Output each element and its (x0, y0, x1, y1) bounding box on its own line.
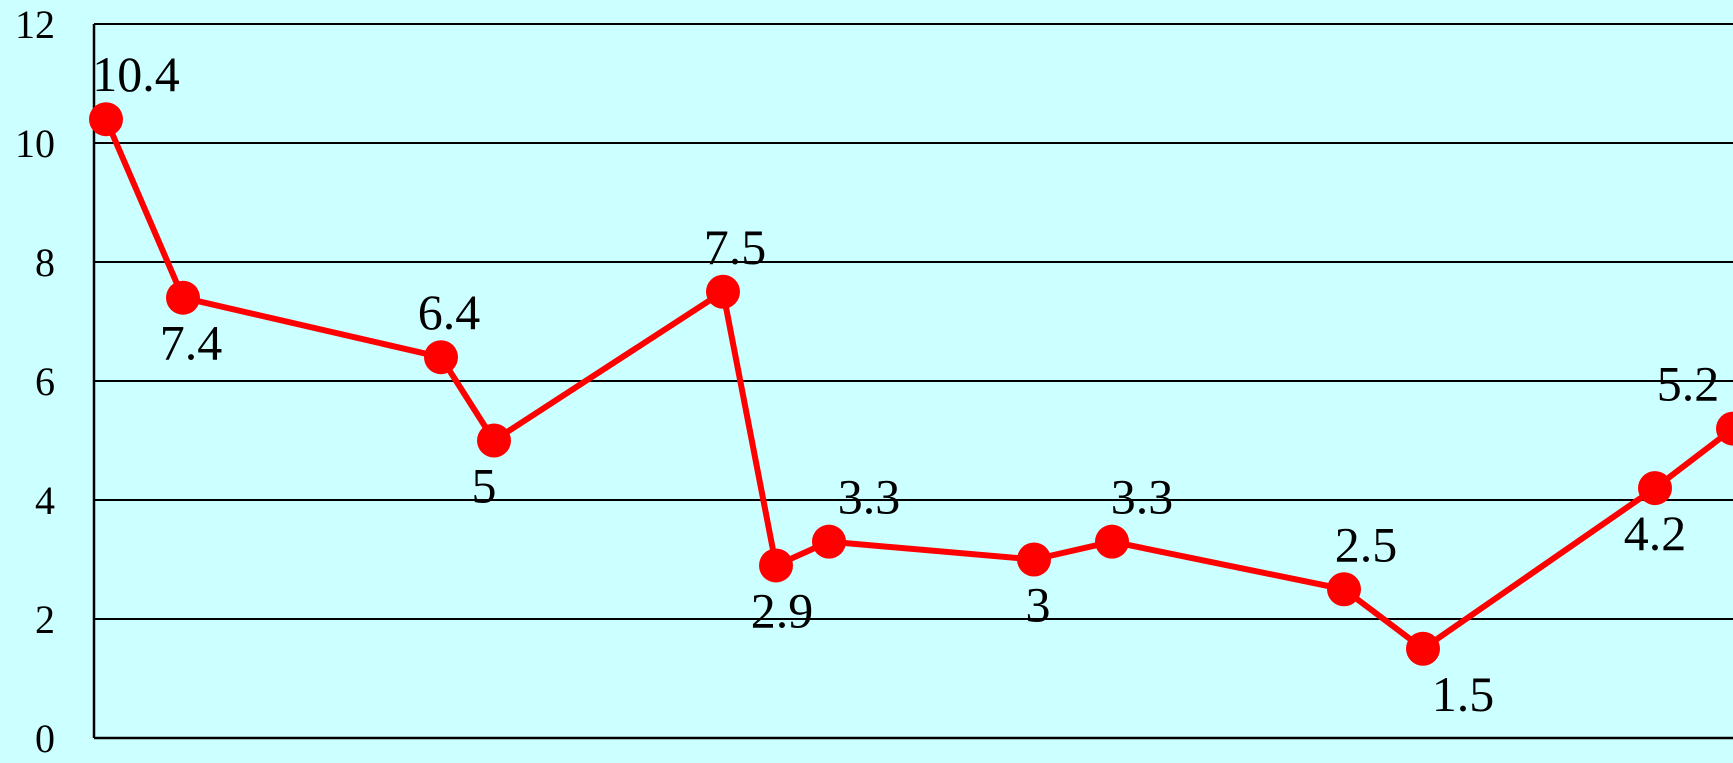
y-tick-label: 4 (35, 478, 55, 523)
data-point (166, 280, 200, 315)
series-layer (103, 118, 1733, 652)
y-tick-label: 0 (35, 716, 55, 761)
data-point (424, 340, 458, 375)
data-point (812, 524, 846, 559)
data-label: 5.2 (1657, 356, 1720, 412)
data-point (759, 548, 793, 583)
data-point (706, 274, 740, 309)
y-tick-label: 2 (35, 597, 55, 642)
grid-layer (92, 23, 1733, 740)
data-label: 3.3 (1111, 469, 1174, 525)
data-point (1638, 471, 1672, 506)
data-label-layer: 10.4 7.4 6.4 5 7.5 2.9 3.3 3 3.3 2.5 1.5 4.2 5.2 (92, 46, 1719, 722)
data-point (1095, 524, 1129, 559)
data-label: 3.3 (838, 469, 901, 525)
data-label: 3 (1026, 577, 1051, 633)
data-point (1406, 631, 1440, 666)
data-label: 5 (472, 458, 497, 514)
series-line (103, 118, 1733, 652)
data-point (89, 102, 123, 137)
data-label: 10.4 (92, 46, 180, 102)
data-point (1017, 542, 1051, 577)
y-tick-label: 10 (15, 121, 55, 166)
marker-layer (89, 102, 1733, 666)
data-label: 2.5 (1335, 516, 1398, 572)
data-label: 7.5 (704, 219, 767, 275)
data-point (1327, 572, 1361, 607)
y-tick-label: 6 (35, 359, 55, 404)
y-tick-label: 8 (35, 240, 55, 285)
data-label: 4.2 (1624, 505, 1687, 561)
y-tick-label: 12 (15, 2, 55, 47)
data-label: 1.5 (1432, 666, 1495, 722)
y-axis-ticks: 0 2 4 6 8 10 12 (15, 2, 55, 761)
data-point (1716, 411, 1733, 446)
data-label: 6.4 (418, 284, 481, 340)
data-point (477, 423, 511, 458)
data-label: 7.4 (160, 315, 223, 371)
data-label: 2.9 (751, 582, 814, 638)
